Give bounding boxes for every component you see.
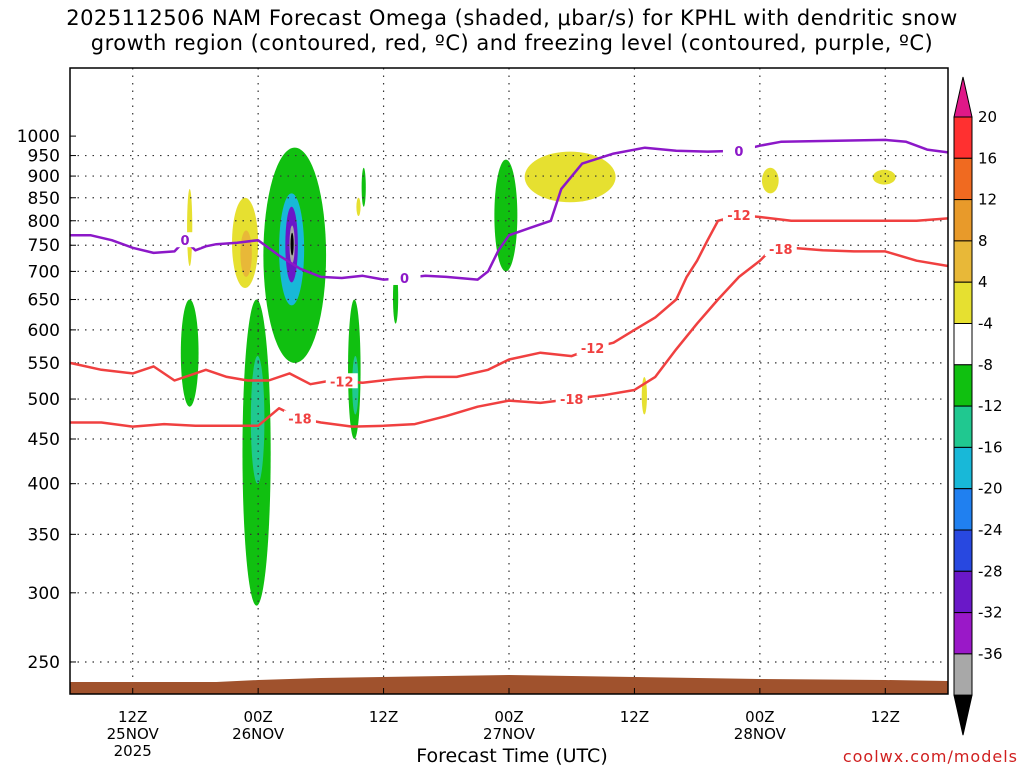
chart-title-line2: growth region (contoured, red, ºC) and f… (90, 31, 934, 55)
y-tick-label: 750 (28, 236, 60, 256)
y-tick-label: 450 (28, 430, 60, 450)
colorbar-swatch (953, 323, 973, 366)
omega-region (290, 232, 294, 256)
x-tick-label: 12Z (871, 708, 900, 726)
contour-label-bg (722, 207, 755, 223)
contour-label-bg (283, 410, 316, 426)
x-tick-label: 00Z (243, 708, 272, 726)
omega-region (356, 197, 361, 217)
y-tick-label: 250 (28, 653, 60, 673)
chart-title-line1: 2025112506 NAM Forecast Omega (shaded, μ… (66, 6, 958, 30)
colorbar-bottom-arrow (953, 694, 973, 736)
contour-label-bg (722, 142, 755, 158)
contour-label: -18 (769, 243, 793, 258)
colorbar-label: -24 (978, 521, 1003, 539)
contour-label-bg (576, 340, 609, 356)
contour-label-bg (325, 373, 358, 389)
contour-label: -12 (581, 342, 605, 357)
colorbar-swatch (953, 653, 973, 696)
y-tick-label: 1000 (17, 127, 60, 147)
omega-region (180, 299, 199, 407)
colorbar-label: 4 (978, 273, 988, 291)
contour-label-bg (555, 391, 588, 407)
colorbar-label: -36 (978, 645, 1003, 663)
colorbar-swatch (953, 612, 973, 655)
colorbar-swatch (953, 240, 973, 283)
colorbar-label: -16 (978, 438, 1003, 456)
contour-label: 0 (180, 234, 189, 249)
x-tick-year: 2025 (114, 742, 152, 760)
colorbar-swatch (953, 405, 973, 448)
contour-label: -18 (560, 393, 584, 408)
colorbar-label: 12 (978, 191, 997, 209)
colorbar-swatch (953, 570, 973, 614)
colorbar-swatch (953, 199, 973, 242)
contour-label-bg (388, 269, 421, 285)
ground-surface (70, 675, 948, 694)
y-tick-label: 650 (28, 291, 60, 311)
colorbar-label: -20 (978, 480, 1003, 498)
colorbar-label: -8 (978, 356, 993, 374)
colorbar-swatch (953, 488, 973, 531)
contour-label: -12 (727, 209, 751, 224)
colorbar-swatch (953, 364, 973, 407)
x-tick-date: 25NOV (107, 725, 160, 743)
x-tick-label: 00Z (494, 708, 523, 726)
omega-region (494, 159, 518, 272)
omega-region (872, 169, 896, 185)
x-tick-label: 00Z (745, 708, 774, 726)
contour-minus12 (69, 213, 949, 386)
y-tick-label: 800 (28, 212, 60, 232)
y-tick-label: 700 (28, 262, 60, 282)
omega-region (361, 167, 366, 207)
omega-region (761, 167, 779, 194)
y-tick-label: 500 (28, 390, 60, 410)
contour-label: -18 (288, 412, 312, 427)
credit-text: coolwx.com/models (842, 747, 1018, 766)
x-tick-date: 28NOV (734, 725, 787, 743)
contour-label-bg (168, 232, 201, 248)
colorbar-swatch (953, 446, 973, 490)
contour-label: 0 (734, 145, 743, 160)
x-tick-label: 12Z (620, 708, 649, 726)
x-axis-label: Forecast Time (UTC) (416, 745, 608, 767)
x-tick-date: 27NOV (483, 725, 536, 743)
contour-label: 0 (400, 272, 409, 287)
colorbar-swatch (953, 157, 973, 201)
omega-region (240, 230, 252, 277)
contour-label: -12 (330, 375, 354, 390)
contour-label-bg (764, 241, 797, 257)
colorbar-label: -4 (978, 315, 993, 333)
x-tick-label: 12Z (369, 708, 398, 726)
y-tick-label: 900 (28, 167, 60, 187)
y-tick-label: 550 (28, 354, 60, 374)
x-tick-date: 26NOV (232, 725, 285, 743)
colorbar-label: 16 (978, 149, 997, 167)
y-tick-label: 300 (28, 584, 60, 604)
omega-region (641, 376, 647, 415)
colorbar-label: -12 (978, 397, 1003, 415)
x-tick-label: 12Z (118, 708, 147, 726)
colorbar-swatch (953, 281, 973, 325)
colorbar-label: 8 (978, 232, 988, 250)
chart-title: 2025112506 NAM Forecast Omega (shaded, μ… (0, 6, 1024, 56)
y-tick-label: 850 (28, 189, 60, 209)
colorbar-label: -28 (978, 562, 1003, 580)
colorbar-label: -32 (978, 604, 1003, 622)
colorbar-swatch (953, 529, 973, 572)
omega-region (187, 188, 193, 267)
colorbar-label: 20 (978, 108, 997, 126)
omega-region (250, 356, 265, 484)
y-tick-label: 950 (28, 147, 60, 167)
y-tick-label: 400 (28, 475, 60, 495)
y-tick-label: 350 (28, 525, 60, 545)
colorbar-swatch (953, 116, 973, 159)
colorbar-top-arrow (953, 76, 973, 118)
y-tick-label: 600 (28, 321, 60, 341)
